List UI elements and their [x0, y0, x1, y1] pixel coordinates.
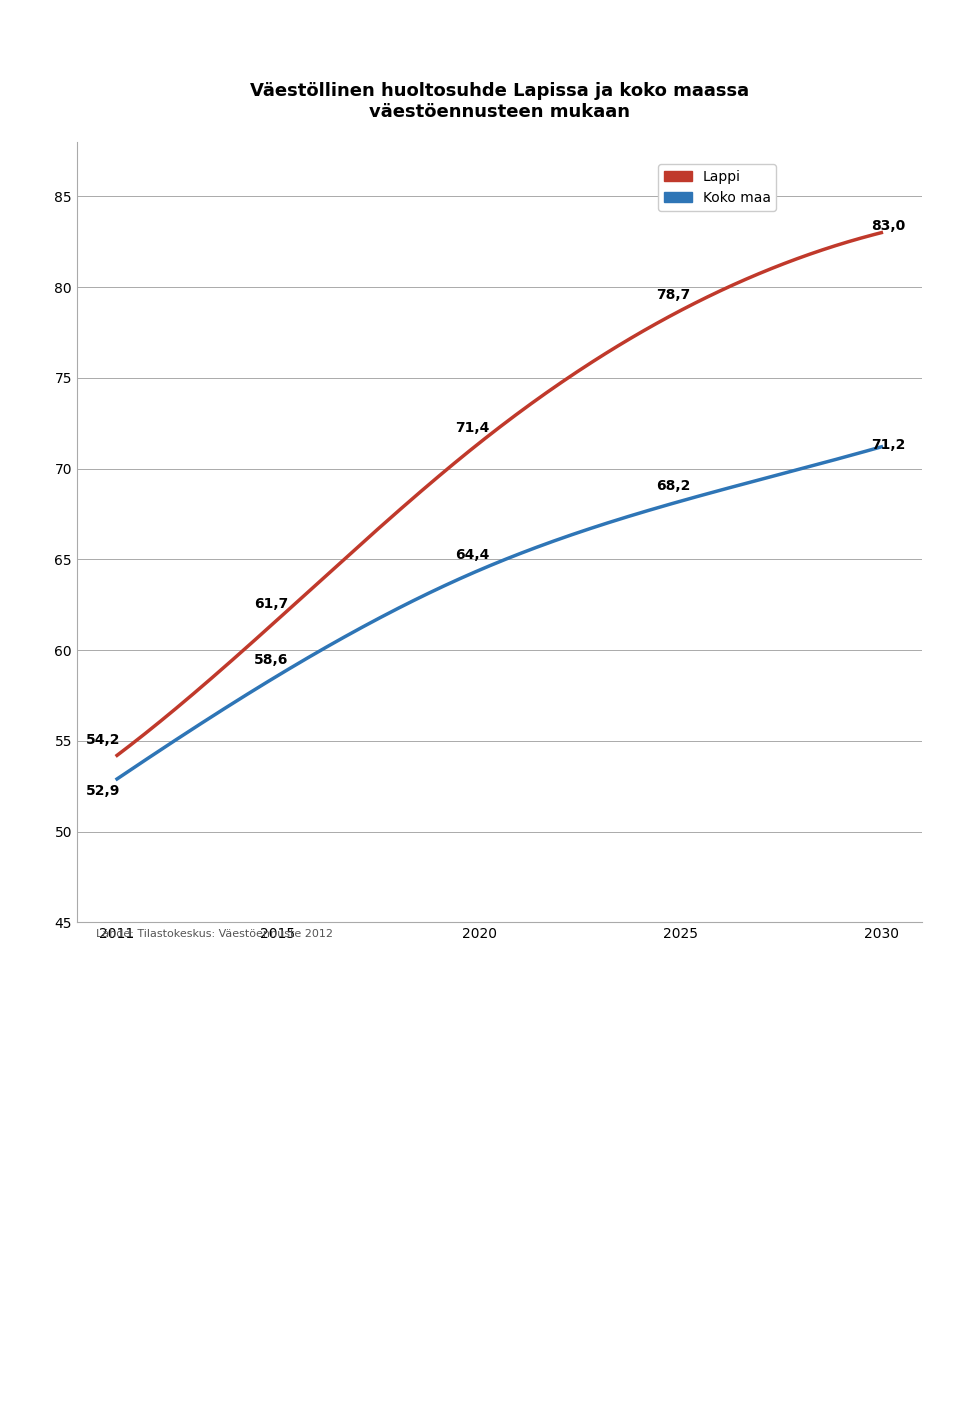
Lappi — [876, 224, 887, 241]
Lappi — [564, 369, 575, 386]
Text: Lähde: Tilastokeskus: Väestöennuste 2012: Lähde: Tilastokeskus: Väestöennuste 2012 — [96, 929, 333, 939]
Lappi — [114, 745, 126, 762]
Koko maa — [564, 526, 575, 543]
Lappi — [579, 358, 590, 375]
Koko maa — [566, 526, 578, 543]
Text: 68,2: 68,2 — [656, 480, 690, 492]
Title: Väestöllinen huoltosuhde Lapissa ja koko maassa
väestöennusteen mukaan: Väestöllinen huoltosuhde Lapissa ja koko… — [250, 82, 749, 121]
Koko maa — [756, 471, 767, 488]
Text: 64,4: 64,4 — [455, 548, 490, 562]
Lappi — [804, 245, 816, 263]
Text: 61,7: 61,7 — [253, 597, 288, 612]
Text: 58,6: 58,6 — [253, 653, 288, 667]
Koko maa — [114, 769, 126, 786]
Text: 78,7: 78,7 — [656, 288, 690, 302]
Text: 71,2: 71,2 — [871, 438, 905, 453]
Lappi — [111, 746, 123, 763]
Text: 83,0: 83,0 — [871, 219, 905, 233]
Koko maa — [876, 438, 887, 455]
Text: 71,4: 71,4 — [455, 421, 490, 434]
Line: Lappi: Lappi — [117, 233, 881, 755]
Lappi — [566, 366, 578, 383]
Koko maa — [579, 522, 590, 539]
Koko maa — [111, 771, 123, 788]
Lappi — [756, 264, 767, 281]
Legend: Lappi, Koko maa: Lappi, Koko maa — [659, 165, 777, 210]
Koko maa — [804, 458, 816, 475]
Text: 52,9: 52,9 — [86, 785, 120, 799]
Line: Koko maa: Koko maa — [117, 447, 881, 779]
Text: 54,2: 54,2 — [85, 734, 120, 746]
